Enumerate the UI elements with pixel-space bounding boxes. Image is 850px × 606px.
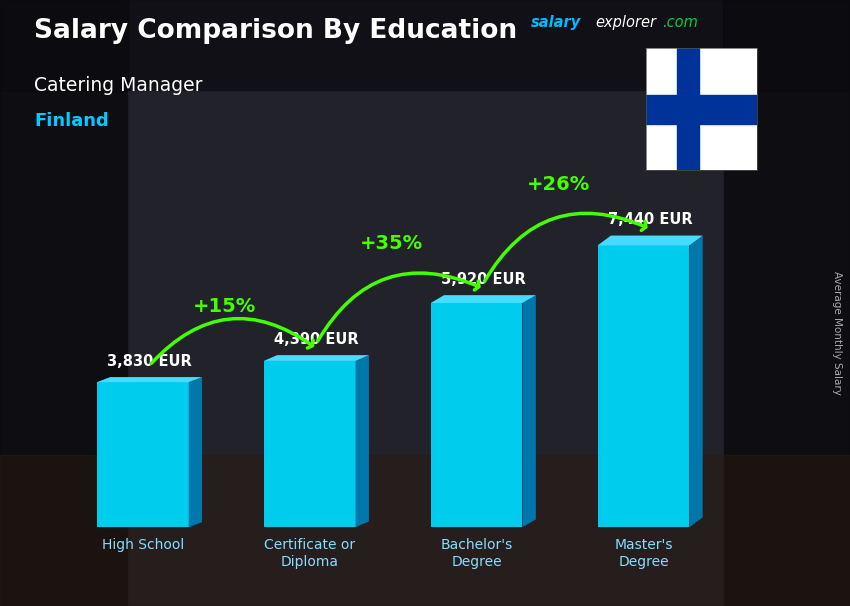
Bar: [677, 48, 699, 170]
Text: 5,920 EUR: 5,920 EUR: [441, 272, 525, 287]
Polygon shape: [598, 236, 703, 245]
Bar: [646, 95, 756, 124]
Text: .com: .com: [662, 15, 698, 30]
Polygon shape: [598, 245, 689, 527]
Polygon shape: [189, 377, 202, 527]
Text: explorer: explorer: [595, 15, 656, 30]
Text: 4,390 EUR: 4,390 EUR: [274, 332, 359, 347]
Text: +35%: +35%: [360, 235, 423, 253]
Polygon shape: [97, 382, 189, 527]
Text: +15%: +15%: [193, 298, 256, 316]
Polygon shape: [523, 295, 536, 527]
Text: Finland: Finland: [34, 112, 109, 130]
Text: salary: salary: [531, 15, 581, 30]
Polygon shape: [431, 303, 523, 527]
Polygon shape: [431, 295, 536, 303]
Text: +26%: +26%: [527, 175, 590, 194]
Text: Catering Manager: Catering Manager: [34, 76, 202, 95]
Text: Salary Comparison By Education: Salary Comparison By Education: [34, 18, 517, 44]
Polygon shape: [689, 236, 703, 527]
Text: Average Monthly Salary: Average Monthly Salary: [832, 271, 842, 395]
Text: 3,830 EUR: 3,830 EUR: [107, 354, 192, 368]
Text: 7,440 EUR: 7,440 EUR: [608, 212, 693, 227]
Polygon shape: [264, 355, 369, 361]
Polygon shape: [264, 361, 355, 527]
Polygon shape: [97, 377, 202, 382]
Polygon shape: [355, 355, 369, 527]
